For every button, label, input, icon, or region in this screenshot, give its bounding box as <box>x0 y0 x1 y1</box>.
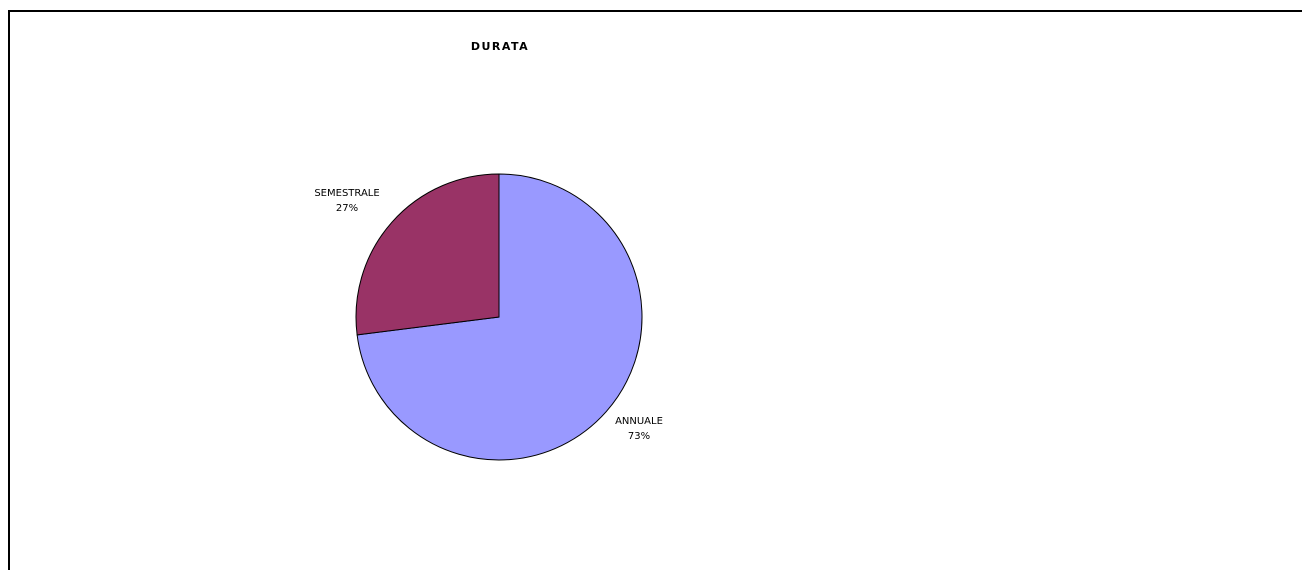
pie-slice-semestrale <box>355 173 500 336</box>
chart-title: DURATA <box>470 40 530 53</box>
slice-label-annuale-name: ANNUALE <box>615 416 663 427</box>
slice-label-semestrale-percent: 27% <box>335 203 359 214</box>
chart-frame <box>8 10 1302 570</box>
slice-label-semestrale-name: SEMESTRALE <box>314 188 380 199</box>
slice-label-annuale-percent: 73% <box>627 431 651 442</box>
slice-label-semestrale: SEMESTRALE 27% <box>306 186 388 216</box>
pie-slice-annuale <box>356 173 643 461</box>
slice-label-annuale: ANNUALE 73% <box>612 414 666 444</box>
